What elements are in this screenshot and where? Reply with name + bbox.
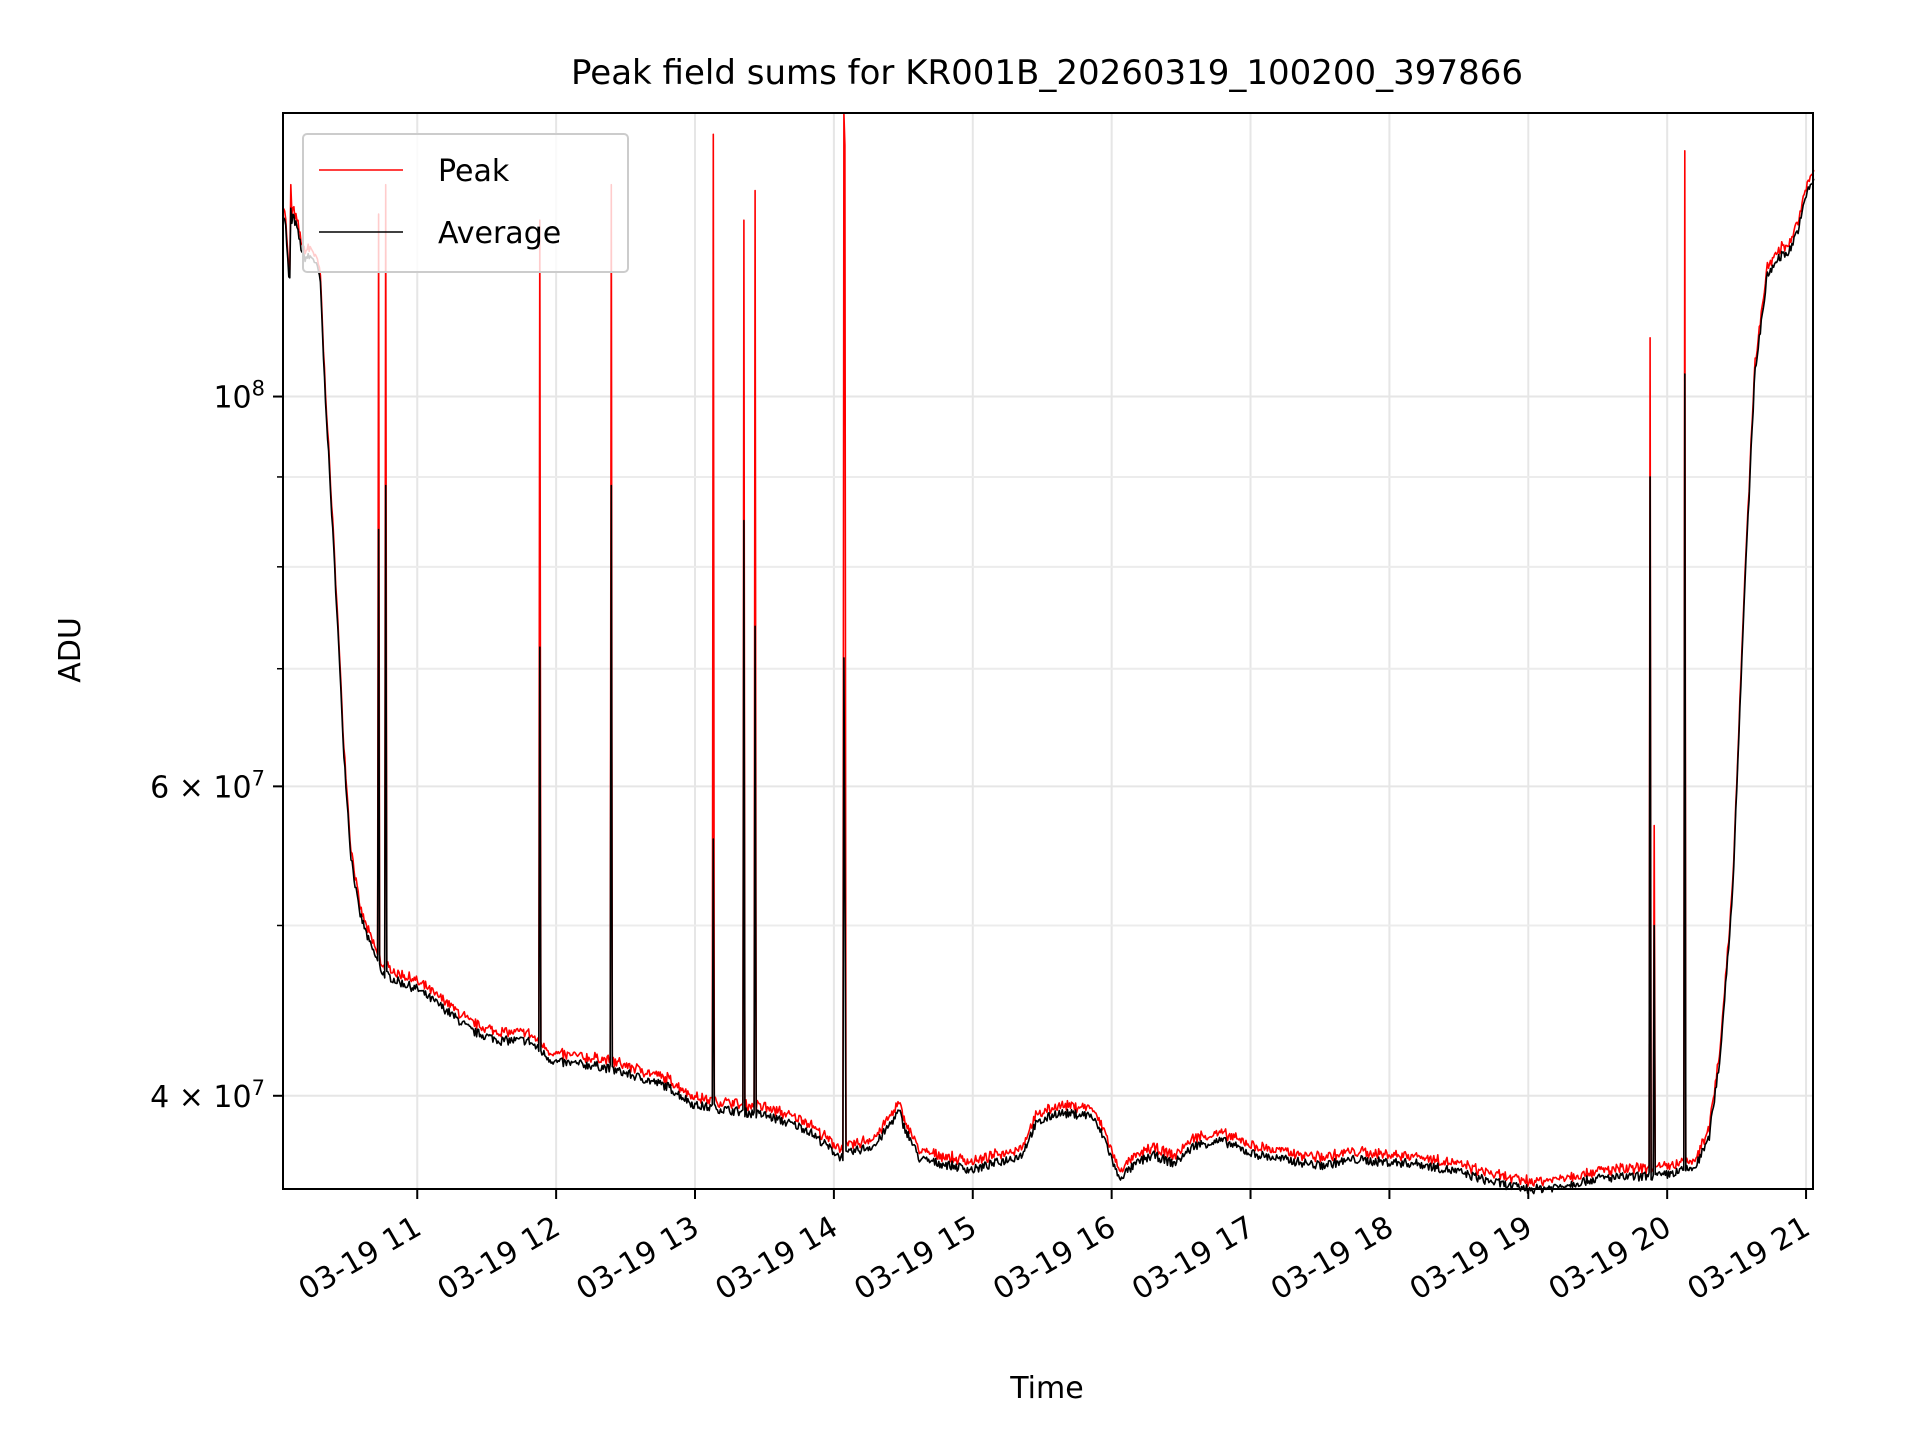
axes-frame [282, 112, 1814, 1190]
legend-average-label: Average [438, 216, 561, 251]
x-axis-label: Time [1009, 1371, 1083, 1406]
legend-box [302, 133, 629, 273]
legend: Peak Average [302, 133, 629, 273]
y-tick-label: 6 × 107 [150, 766, 265, 805]
chart-title: Peak field sums for KR001B_20260319_1002… [571, 53, 1523, 93]
y-tick-label: 4 × 107 [150, 1076, 265, 1115]
grid-lines [283, 113, 1813, 1189]
y-axis: 108 6 × 107 4 × 107 [150, 377, 283, 1115]
y-axis-label: ADU [53, 617, 88, 683]
legend-peak-label: Peak [438, 154, 510, 189]
plot-area [282, 112, 1815, 1195]
average-series-line [283, 178, 1815, 1195]
y-tick-label: 108 [213, 377, 265, 416]
